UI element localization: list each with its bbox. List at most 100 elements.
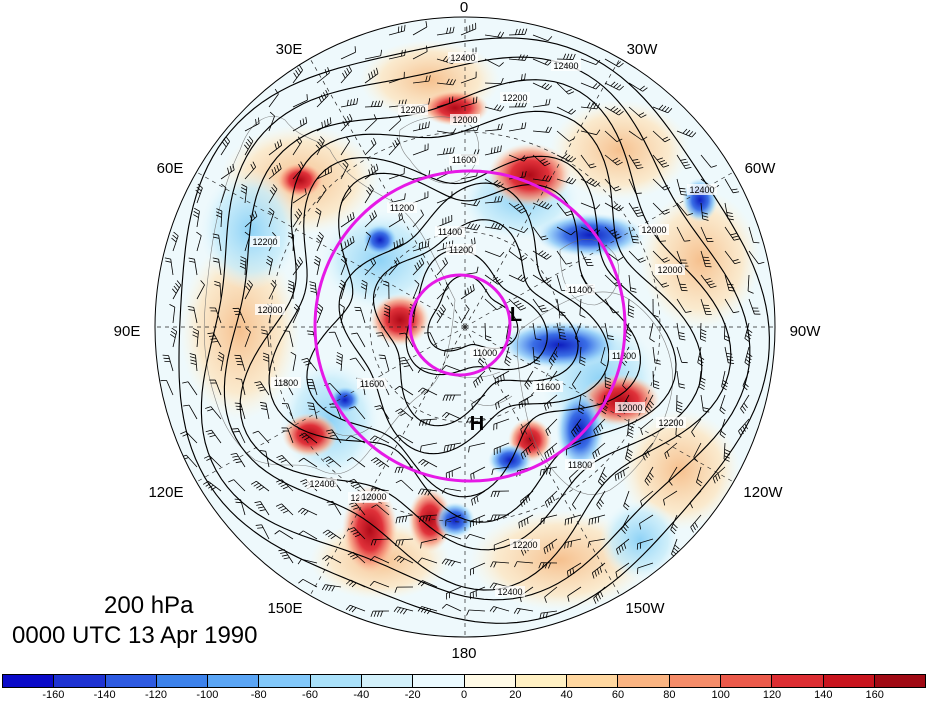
wind-barb	[600, 346, 606, 367]
wind-barb	[170, 327, 178, 348]
wind-barb	[652, 298, 659, 318]
wind-barb	[383, 304, 391, 324]
meridian-line	[309, 58, 466, 328]
wind-barb	[340, 160, 349, 180]
wind-barb	[587, 538, 606, 548]
wind-barb	[724, 226, 740, 241]
contour-label: 11600	[360, 379, 384, 389]
wind-barb	[322, 529, 342, 540]
contour-label-bg	[615, 402, 645, 413]
wind-barb	[556, 322, 567, 340]
wind-barb	[460, 124, 480, 132]
contour-label: 11000	[473, 348, 497, 358]
wind-barb	[268, 111, 275, 132]
wind-barb	[493, 418, 510, 431]
wind-barb	[628, 178, 642, 194]
wind-barb	[417, 488, 438, 496]
positive-anomaly	[276, 162, 324, 198]
low-pressure-label: L	[510, 304, 522, 326]
wind-barb	[640, 490, 654, 507]
wind-barb	[441, 412, 462, 420]
colorbar-segment	[618, 675, 670, 687]
wind-barb	[473, 370, 486, 388]
wind-barb	[696, 466, 703, 487]
wind-barb	[614, 466, 630, 482]
wind-barb	[315, 136, 325, 156]
wind-barb	[171, 231, 179, 252]
wind-barb	[604, 130, 623, 143]
wind-barb	[493, 442, 510, 456]
wind-barb	[518, 514, 534, 529]
wind-barb	[183, 404, 198, 420]
wind-barb	[577, 394, 585, 415]
wind-barb	[697, 346, 705, 367]
wind-barb	[348, 527, 366, 540]
wind-barb	[346, 457, 366, 468]
contour-label-bg	[255, 304, 285, 315]
wind-barb	[292, 208, 303, 228]
wind-barb	[182, 381, 198, 396]
contour-label: 12400	[689, 185, 714, 195]
wind-barb	[315, 303, 324, 324]
colorbar-segment	[772, 675, 824, 687]
wind-barb	[670, 514, 678, 535]
wind-barb	[412, 209, 424, 228]
wind-barb	[627, 298, 635, 318]
wind-barb	[532, 154, 551, 167]
contour-label-bg	[510, 539, 540, 550]
wind-barb	[436, 128, 457, 135]
wind-barb	[340, 235, 355, 252]
wind-barb	[346, 435, 366, 444]
wind-barb	[532, 82, 553, 91]
wind-barb	[484, 104, 505, 112]
colorbar-tick-label: 40	[560, 689, 573, 701]
wind-barb	[676, 226, 691, 242]
wind-barb	[689, 490, 702, 509]
height-contour	[223, 79, 732, 591]
colorbar-tick-label: 80	[663, 689, 676, 701]
wind-barb	[364, 210, 377, 228]
wind-barb	[281, 427, 294, 444]
wind-barb	[412, 240, 430, 252]
wind-barb	[292, 136, 303, 156]
wind-barb	[604, 81, 624, 91]
wind-barb	[388, 137, 401, 156]
wind-barb	[364, 137, 377, 156]
wind-barb	[316, 184, 327, 204]
meridian-line	[464, 326, 621, 596]
wind-barb	[276, 455, 294, 468]
wind-barb	[598, 466, 607, 487]
wind-barb	[412, 45, 428, 60]
wind-barb	[676, 154, 692, 169]
wind-barb	[490, 490, 510, 498]
wind-barb	[274, 530, 294, 540]
wind-barb	[340, 46, 356, 60]
colorbar-segment	[361, 675, 414, 687]
wind-barb	[484, 31, 505, 38]
wind-barb	[164, 257, 174, 276]
wind-barb	[572, 370, 582, 390]
wind-barb	[313, 255, 321, 276]
negative-anomaly	[362, 224, 398, 256]
wind-barb	[345, 579, 366, 588]
colorbar-segment	[464, 675, 516, 687]
wind-barb	[627, 418, 634, 438]
wind-barb	[323, 456, 342, 468]
wind-barb	[520, 418, 534, 435]
wind-barb	[652, 104, 673, 114]
contour-label-bg	[387, 202, 417, 213]
wind-barb	[292, 116, 308, 132]
contour-label: 12400	[497, 587, 522, 597]
contour-label-bg	[449, 154, 479, 165]
wind-barb	[538, 562, 558, 569]
contour-label-bg	[609, 350, 639, 361]
negative-anomaly	[500, 321, 620, 369]
wind-barb	[532, 250, 552, 260]
wind-barb	[436, 96, 454, 108]
wind-barb	[628, 274, 637, 293]
wind-barb	[388, 114, 402, 132]
wind-barb	[292, 64, 303, 84]
wind-barb	[418, 459, 438, 468]
wind-barb	[265, 255, 273, 276]
colorbar-tick-label: 60	[611, 689, 625, 701]
